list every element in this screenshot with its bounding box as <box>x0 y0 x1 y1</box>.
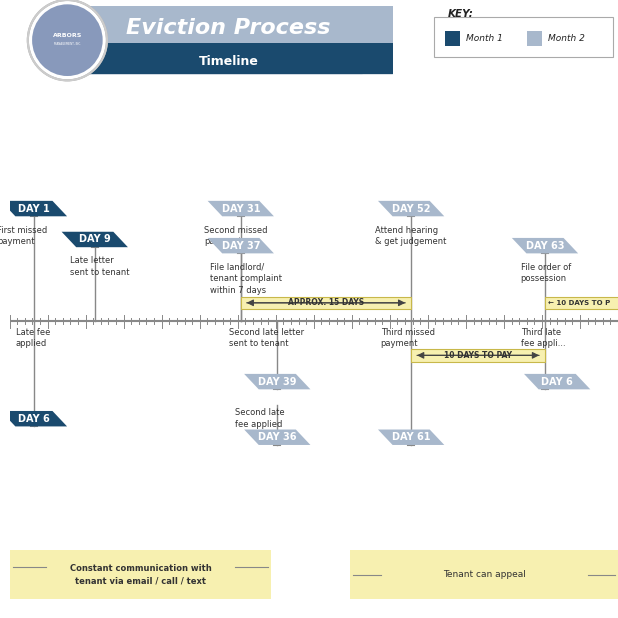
Bar <box>350 550 618 599</box>
Text: 10 DAYS TO PAY: 10 DAYS TO PAY <box>444 351 512 360</box>
Polygon shape <box>208 201 274 216</box>
Text: KEY:: KEY: <box>447 9 473 19</box>
Text: ← 10 DAYS TO P: ← 10 DAYS TO P <box>548 300 611 306</box>
Text: DAY 6: DAY 6 <box>541 376 573 387</box>
Text: DAY 9: DAY 9 <box>79 234 111 245</box>
Polygon shape <box>244 430 310 445</box>
Bar <box>58 43 393 74</box>
Text: Timeline: Timeline <box>198 55 258 69</box>
Text: Third missed
payment: Third missed payment <box>381 328 434 349</box>
Text: DAY 61: DAY 61 <box>392 432 430 442</box>
Polygon shape <box>378 201 444 216</box>
Polygon shape <box>524 374 590 389</box>
Text: Month 2: Month 2 <box>548 34 585 43</box>
Text: ARBORS: ARBORS <box>53 33 82 38</box>
Text: Eviction Process: Eviction Process <box>126 18 331 38</box>
Text: Second missed
payment: Second missed payment <box>205 226 268 247</box>
Text: Second late letter
sent to tenant: Second late letter sent to tenant <box>229 328 303 349</box>
Text: DAY 39: DAY 39 <box>258 376 297 387</box>
Circle shape <box>28 0 107 80</box>
Bar <box>411 349 545 362</box>
Text: Second late
fee applied: Second late fee applied <box>235 408 284 429</box>
Text: Constant communication with
tenant via email / call / text: Constant communication with tenant via e… <box>69 564 211 585</box>
Text: DAY 63: DAY 63 <box>526 240 564 251</box>
Bar <box>58 6 393 74</box>
Text: DAY 6: DAY 6 <box>18 413 50 424</box>
Polygon shape <box>244 374 310 389</box>
Polygon shape <box>208 238 274 253</box>
Text: Third late
fee appli...: Third late fee appli... <box>520 328 565 349</box>
Text: Tenant can appeal: Tenant can appeal <box>442 570 525 579</box>
Text: MANAGEMENT, INC.: MANAGEMENT, INC. <box>54 43 81 46</box>
Bar <box>10 550 271 599</box>
Text: Month 1: Month 1 <box>466 34 503 43</box>
Text: DAY 1: DAY 1 <box>18 203 50 214</box>
Polygon shape <box>62 232 128 247</box>
Text: DAY 36: DAY 36 <box>258 432 297 442</box>
Text: DAY 37: DAY 37 <box>221 240 260 251</box>
Bar <box>444 31 460 46</box>
Polygon shape <box>512 238 578 253</box>
Text: DAY 52: DAY 52 <box>392 203 430 214</box>
Bar <box>545 297 618 309</box>
Text: APPROX. 15 DAYS: APPROX. 15 DAYS <box>288 298 364 307</box>
Polygon shape <box>58 6 393 74</box>
Bar <box>527 31 542 46</box>
Text: Late letter
sent to tenant: Late letter sent to tenant <box>70 256 130 277</box>
Text: DAY 31: DAY 31 <box>221 203 260 214</box>
Text: Late fee
applied: Late fee applied <box>15 328 50 349</box>
Polygon shape <box>1 411 67 426</box>
Text: Attend hearing
& get judgement: Attend hearing & get judgement <box>375 226 446 247</box>
Text: File landlord/
tenant complaint
within 7 days: File landlord/ tenant complaint within 7… <box>210 263 282 295</box>
Polygon shape <box>58 43 393 74</box>
Polygon shape <box>378 430 444 445</box>
Bar <box>241 297 411 309</box>
Circle shape <box>32 4 103 76</box>
Text: First missed
payment: First missed payment <box>0 226 48 247</box>
Text: File order of
possession: File order of possession <box>520 263 571 284</box>
Polygon shape <box>1 201 67 216</box>
